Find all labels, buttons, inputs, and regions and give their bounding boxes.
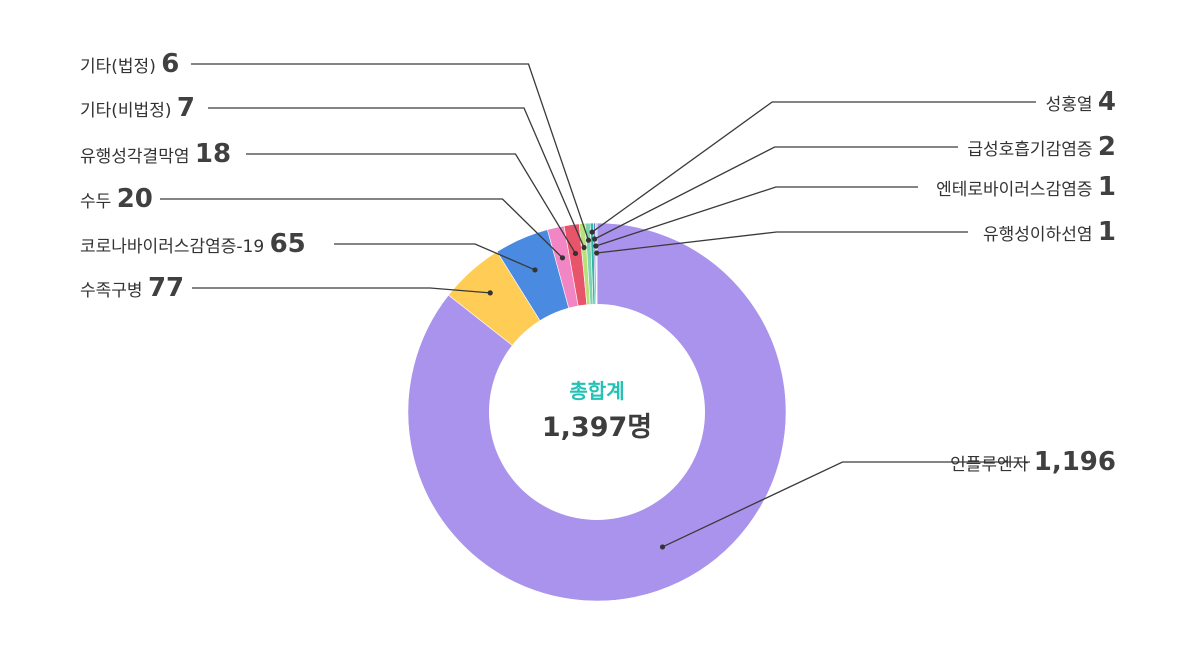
leader-dot-7: [585, 237, 592, 243]
slice-label-9: 급성호흡기감염증 2: [967, 132, 1116, 162]
leader-dot-1: [659, 544, 666, 550]
slice-label-value: 18: [195, 139, 231, 169]
donut-hole: [489, 304, 705, 520]
slice-label-name: 엔테로바이러스감염증: [936, 180, 1098, 200]
slice-label-value: 65: [270, 229, 306, 259]
slice-label-name: 인플루엔자: [950, 455, 1034, 475]
slice-label-name: 유행성이하선염: [983, 225, 1098, 245]
leader-line-11: [596, 231, 968, 254]
leader-dot-2: [487, 290, 493, 296]
slice-label-11: 유행성이하선염 1: [983, 217, 1116, 247]
leader-dot-8: [589, 229, 595, 235]
leader-dot-11: [594, 250, 600, 256]
slice-label-6: 기타(비법정) 7: [80, 93, 195, 123]
leader-line-7: [191, 63, 590, 241]
slice-label-name: 기타(법정): [80, 57, 161, 77]
leader-line-10: [595, 186, 918, 247]
slice-label-value: 4: [1098, 87, 1116, 117]
leader-line-3: [334, 243, 536, 271]
slice-label-1: 인플루엔자 1,196: [950, 447, 1116, 477]
slice-label-name: 기타(비법정): [80, 101, 177, 121]
slice-label-4: 수두 20: [80, 184, 153, 214]
leader-line-6: [208, 107, 585, 248]
leaders-layer: [160, 63, 1036, 550]
slice-label-name: 수두: [80, 192, 117, 212]
slice-label-2: 수족구병 77: [80, 273, 184, 303]
slice-label-value: 77: [148, 273, 184, 303]
slice-label-value: 6: [161, 49, 179, 79]
slice-label-name: 급성호흡기감염증: [967, 140, 1098, 160]
slice-label-name: 유행성각결막염: [80, 147, 195, 167]
leader-dot-3: [532, 267, 538, 273]
slice-label-name: 성홍열: [1046, 95, 1098, 115]
slice-label-value: 1,196: [1034, 447, 1116, 477]
slice-label-value: 2: [1098, 132, 1116, 162]
leader-line-5: [246, 153, 577, 254]
leader-dot-6: [581, 244, 587, 251]
leader-line-9: [594, 146, 958, 240]
center-title: 총합계: [569, 379, 624, 403]
slice-label-value: 1: [1098, 217, 1116, 247]
labels-layer: 인플루엔자 1,196 수족구병 77 코로나바이러스감염증-19 65 수두 20 유…: [80, 49, 1116, 477]
leader-line-8: [591, 101, 1036, 233]
leader-dot-10: [593, 243, 599, 249]
slice-label-name: 수족구병: [80, 281, 148, 301]
center-total: 1,397명: [542, 412, 652, 443]
leader-dot-5: [572, 250, 579, 257]
leader-line-2: [192, 287, 491, 294]
slice-label-10: 엔테로바이러스감염증 1: [936, 172, 1116, 202]
slice-label-8: 성홍열 4: [1046, 87, 1116, 117]
slice-label-value: 7: [177, 93, 195, 123]
leader-dot-9: [592, 236, 598, 242]
slice-label-value: 20: [117, 184, 153, 214]
slice-label-value: 1: [1098, 172, 1116, 202]
leader-dot-4: [559, 255, 566, 261]
slice-label-3: 코로나바이러스감염증-19 65: [80, 229, 306, 259]
slice-label-name: 코로나바이러스감염증-19: [80, 237, 270, 257]
slice-label-5: 유행성각결막염 18: [80, 139, 231, 169]
slice-label-7: 기타(법정) 6: [80, 49, 179, 79]
leader-line-1: [662, 461, 1030, 548]
leader-line-4: [160, 198, 563, 259]
